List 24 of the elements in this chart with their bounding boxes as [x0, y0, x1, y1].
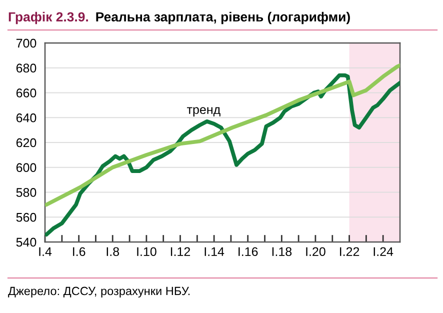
x-tick-label: I.6	[73, 247, 86, 256]
x-tick-label: I.10	[137, 247, 156, 256]
y-tick-label: 540	[16, 238, 36, 247]
x-tick-label: I.18	[272, 247, 292, 256]
series-label: тренд	[186, 107, 220, 116]
x-tick-label: I.22	[340, 247, 360, 256]
x-tick-label: I.14	[204, 247, 224, 256]
x-tick-label: I.8	[106, 247, 120, 256]
y-tick-label: 600	[16, 163, 36, 172]
x-tick-label: I.20	[306, 247, 326, 256]
line-series	[45, 63, 400, 207]
y-tick-label: 580	[16, 188, 36, 197]
y-tick-label: 680	[16, 64, 36, 73]
x-tick-label: I.24	[374, 247, 394, 256]
text: Джерело: ДССУ, розрахунки НБУ.	[8, 286, 190, 298]
y-tick-label: 700	[16, 38, 36, 48]
y-tick-label: 560	[16, 212, 36, 222]
y-tick-label: 620	[16, 138, 36, 148]
y-tick-label: 660	[16, 88, 36, 98]
x-tick-label: I.12	[170, 247, 190, 256]
x-tick-label: I.16	[238, 247, 258, 256]
y-tick-label: 640	[16, 113, 36, 122]
chart-title: Графік 2.3.9. Реальна зарплата, рівень (логарифми)	[8, 12, 350, 24]
x-tick-label: I.4	[39, 247, 52, 256]
